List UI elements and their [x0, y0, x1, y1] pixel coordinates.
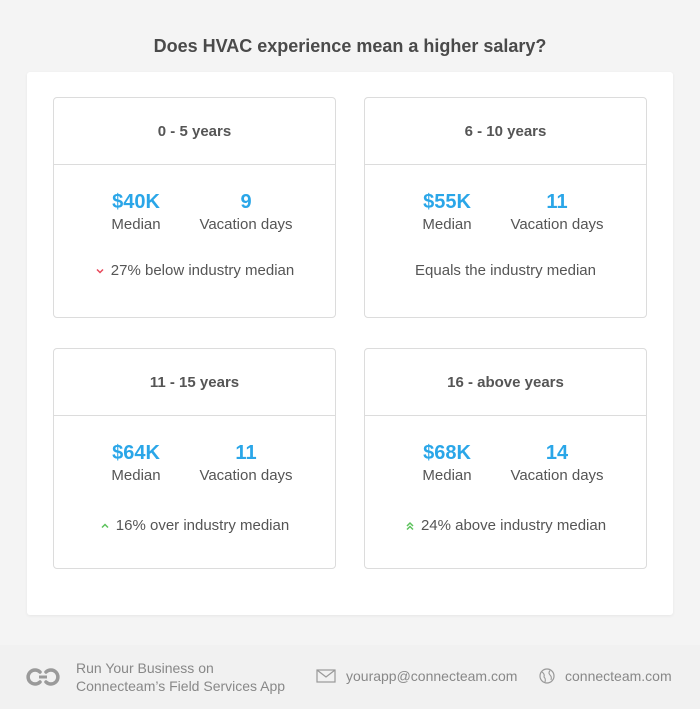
card-range-title: 6 - 10 years: [365, 98, 646, 165]
median-stat: $68K Median: [387, 441, 507, 487]
vacation-label: Vacation days: [510, 216, 604, 233]
vacation-label: Vacation days: [199, 216, 293, 233]
vacation-value: 11: [546, 191, 568, 213]
footer-email[interactable]: yourapp@connecteam.com: [316, 668, 517, 684]
vacation-stat: 11 Vacation days: [186, 441, 306, 487]
median-label: Median: [422, 467, 472, 484]
vacation-value: 14: [545, 442, 569, 464]
envelope-icon: [316, 669, 336, 683]
vacation-value: 11: [235, 442, 257, 464]
chevron-up-icon: [101, 522, 109, 528]
vacation-stat: 9 Vacation days: [186, 190, 306, 236]
tagline-line-2: Connecteam’s Field Services App: [76, 678, 286, 694]
median-value: $64K: [112, 442, 160, 464]
vacation-stat: 11 Vacation days: [497, 190, 617, 236]
note-text: 27% below industry median: [110, 262, 295, 279]
website-text[interactable]: connecteam.com: [565, 668, 672, 684]
vacation-label: Vacation days: [510, 467, 604, 484]
vacation-label: Vacation days: [199, 467, 293, 484]
card-range-title: 11 - 15 years: [54, 349, 335, 416]
median-value: $55K: [423, 191, 471, 213]
email-text[interactable]: yourapp@connecteam.com: [346, 668, 518, 684]
connecteam-logo-icon: [26, 668, 60, 686]
page-title: Does HVAC experience mean a higher salar…: [153, 36, 547, 56]
median-label: Median: [111, 467, 161, 484]
vacation-stat: 14 Vacation days: [497, 441, 617, 487]
cards-panel: 0 - 5 years $40K Median 9 Vacation days …: [27, 72, 673, 615]
card-range-title: 16 - above years: [365, 349, 646, 416]
median-value: $68K: [423, 442, 471, 464]
comparison-note: 24% above industry median: [365, 517, 646, 534]
chevron-down-icon: [96, 268, 104, 274]
median-stat: $55K Median: [387, 190, 507, 236]
comparison-note: Equals the industry median: [365, 262, 646, 279]
double-chevron-up-icon: [406, 521, 414, 530]
note-text: 16% over industry median: [115, 517, 290, 534]
footer-tagline: Run Your Business on Connecteam’s Field …: [76, 659, 285, 695]
footer-website[interactable]: connecteam.com: [539, 668, 672, 684]
tagline-line-1: Run Your Business on: [76, 660, 214, 676]
footer: Run Your Business on Connecteam’s Field …: [0, 645, 700, 709]
experience-card-6-10: 6 - 10 years $55K Median 11 Vacation day…: [364, 97, 647, 318]
median-stat: $40K Median: [76, 190, 196, 236]
note-text: Equals the industry median: [415, 262, 596, 279]
median-stat: $64K Median: [76, 441, 196, 487]
note-text: 24% above industry median: [420, 517, 607, 534]
median-value: $40K: [112, 191, 160, 213]
experience-card-16-above: 16 - above years $68K Median 14 Vacation…: [364, 348, 647, 569]
median-label: Median: [422, 216, 472, 233]
globe-icon: [539, 668, 555, 684]
comparison-note: 27% below industry median: [54, 262, 335, 279]
vacation-value: 9: [240, 191, 252, 213]
median-label: Median: [111, 216, 161, 233]
comparison-note: 16% over industry median: [54, 517, 335, 534]
experience-card-0-5: 0 - 5 years $40K Median 9 Vacation days …: [53, 97, 336, 318]
card-range-title: 0 - 5 years: [54, 98, 335, 165]
experience-card-11-15: 11 - 15 years $64K Median 11 Vacation da…: [53, 348, 336, 569]
